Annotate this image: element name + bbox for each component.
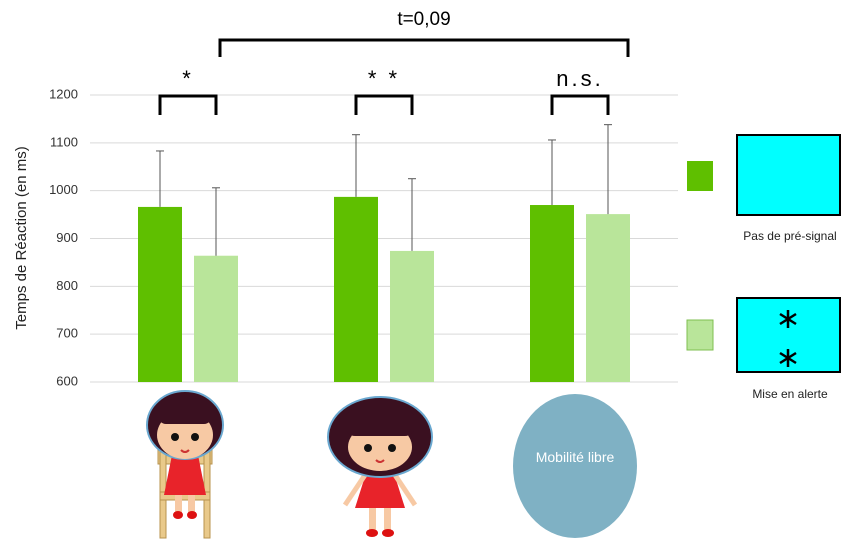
significance-label: * (182, 66, 194, 91)
significance-label: * * (368, 66, 400, 91)
bar (138, 206, 182, 382)
mobility-circle (513, 394, 637, 538)
legend-swatch (687, 161, 713, 191)
significance-bracket (158, 94, 218, 115)
girl-seated-icon (146, 390, 224, 539)
bar (390, 250, 434, 382)
bar (586, 214, 630, 382)
legend-label: Mise en alerte (752, 387, 828, 401)
alert-asterisks (779, 310, 797, 367)
bar (334, 196, 378, 382)
girl-standing-icon (327, 396, 433, 537)
y-tick-label: 1200 (49, 86, 78, 101)
y-tick-label: 1100 (50, 134, 78, 149)
y-tick-label: 600 (56, 373, 78, 388)
error-bar (156, 150, 164, 207)
legend-icon-box (736, 134, 841, 216)
significance-bracket (550, 94, 610, 115)
category-label: Mobilité libre (535, 449, 615, 465)
error-bar (352, 134, 360, 197)
y-tick-label: 1000 (49, 182, 78, 197)
bar (194, 255, 238, 382)
y-axis-title: Temps de Réaction (en ms) (13, 146, 30, 329)
significance-bracket (218, 38, 630, 57)
error-bar (548, 139, 556, 206)
y-tick-label: 700 (56, 326, 78, 341)
significance-label: n.s. (556, 66, 603, 91)
y-tick-label: 900 (56, 230, 78, 245)
significance-bracket (354, 94, 414, 115)
legend-label: Pas de pré-signal (743, 229, 836, 243)
legend-swatch (686, 319, 714, 351)
error-bar (212, 187, 220, 256)
error-bar (604, 124, 612, 215)
bar (530, 205, 574, 382)
error-bar (408, 178, 416, 251)
significance-label: t=0,09 (397, 9, 450, 30)
y-tick-label: 800 (56, 278, 78, 293)
